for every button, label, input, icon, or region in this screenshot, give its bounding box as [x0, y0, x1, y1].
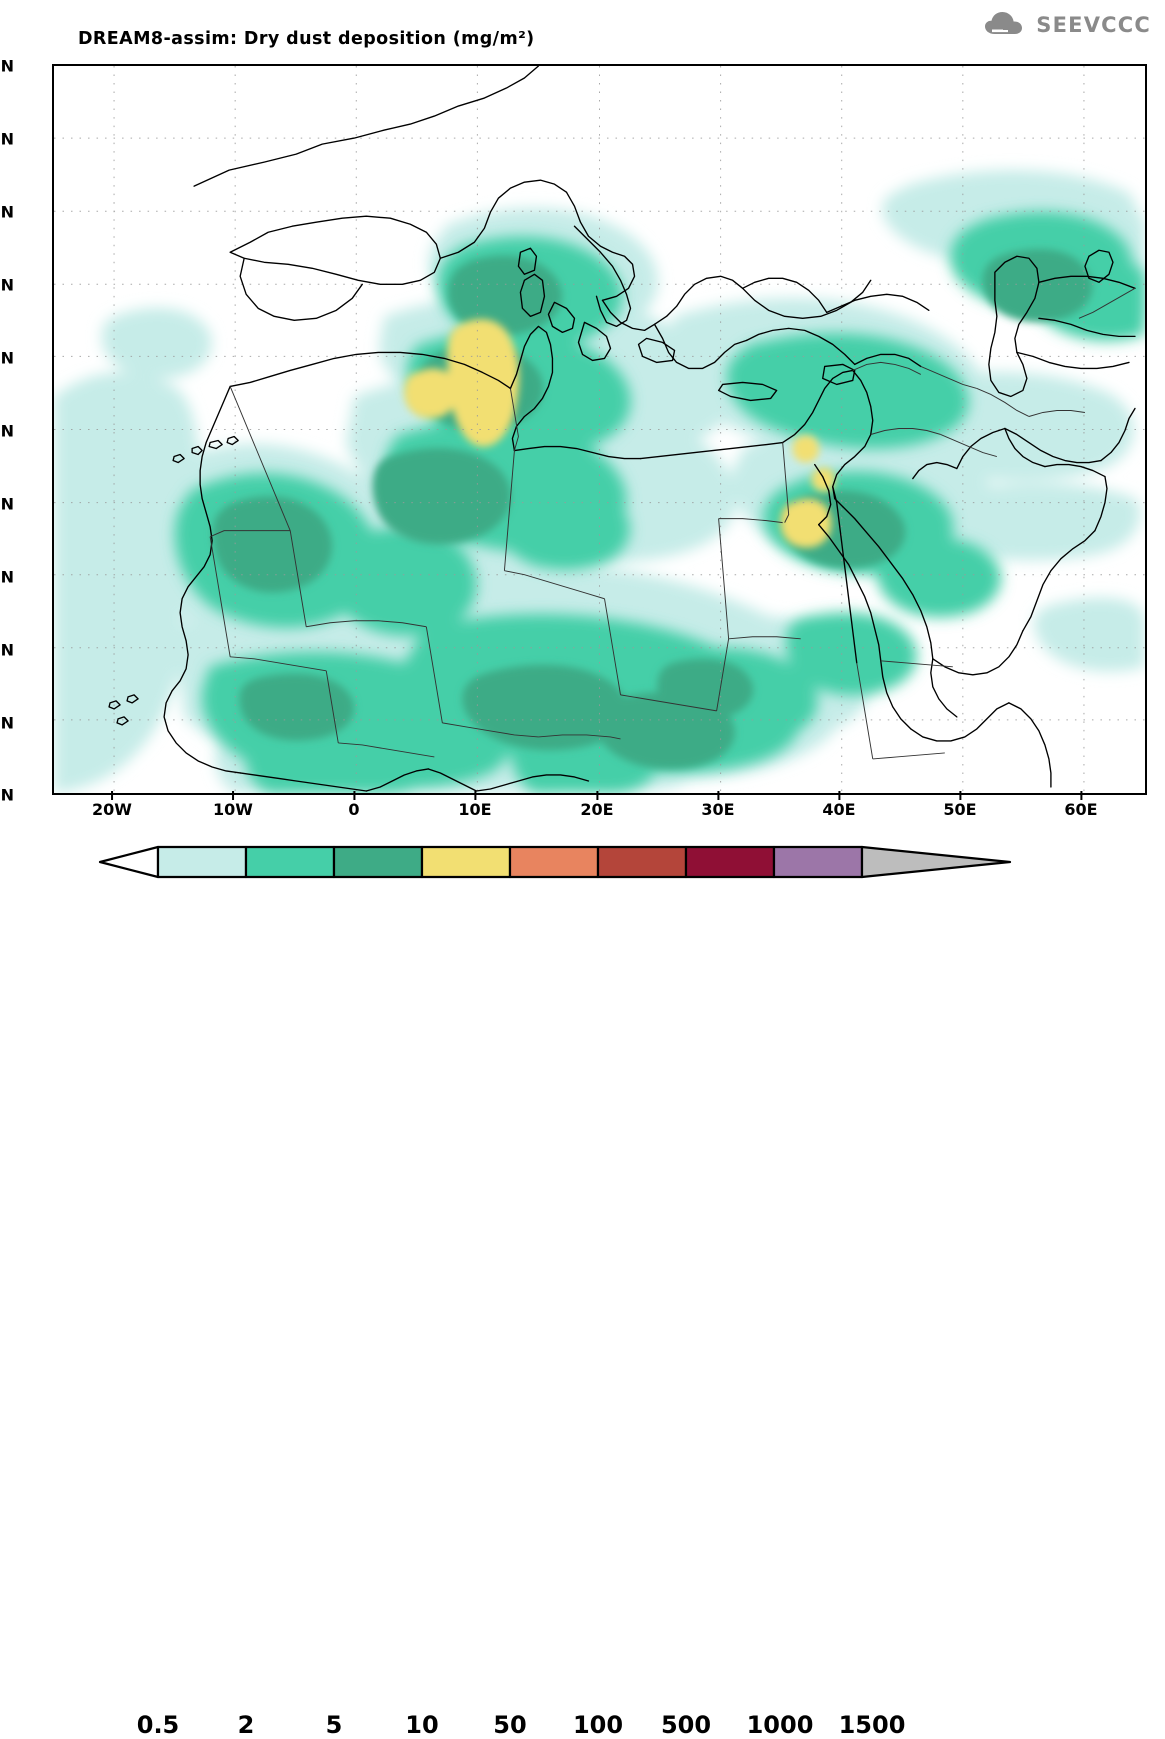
coastline-layer [108, 66, 1136, 792]
colorbar-label-5: 100 [572, 1711, 624, 1739]
swatch-6 [684, 845, 776, 879]
contour-band-5 [212, 249, 1093, 770]
swatch-7 [772, 845, 864, 879]
map-gridlines [54, 66, 1145, 793]
colorbar-label-1: 2 [237, 1711, 255, 1739]
y-tick-40N: 40N [0, 275, 14, 295]
y-tick-20N: 20N [0, 567, 14, 587]
logo-text: SEEVCCC [1036, 13, 1151, 37]
colorbar-label-3: 10 [405, 1711, 439, 1739]
x-tick-40E: 40E [822, 791, 856, 819]
colorbar[interactable]: 0.5 2 5 10 50 100 500 1000 1500 [0, 843, 1165, 1739]
y-tick-50N: 50N [0, 129, 14, 149]
x-tick-30E: 30E [701, 791, 735, 819]
x-tick-50E: 50E [943, 791, 977, 819]
swatch-0 [156, 845, 248, 879]
swatch-5 [596, 845, 688, 879]
dust-forecast-map-page: DREAM8-assim: Dry dust deposition (mg/m²… [0, 10, 1165, 1739]
title-line-1: DREAM8-assim: Dry dust deposition (mg/m²… [77, 29, 535, 49]
swatch-4 [508, 845, 600, 879]
y-tick-30N: 30N [0, 421, 14, 441]
contour-band-10 [404, 319, 836, 548]
x-tick-20E: 20E [580, 791, 614, 819]
colorbar-label-2: 5 [325, 1711, 343, 1739]
seevccc-logo: SEEVCCC [983, 10, 1151, 40]
map-plot-area[interactable] [52, 64, 1147, 795]
swatch-1 [244, 845, 336, 879]
country-borders-layer [209, 287, 1136, 760]
cloud-wind-icon [985, 12, 1023, 34]
colorbar-label-7: 1000 [746, 1711, 814, 1739]
x-tick-0: 0 [348, 791, 360, 819]
y-tick-15N: 15N [0, 640, 14, 660]
colorbar-label-8: 1500 [838, 1711, 906, 1739]
colorbar-swatches [98, 845, 1012, 879]
dust-deposition-map [54, 66, 1145, 793]
x-tick-20W: 20W [92, 791, 132, 819]
x-tick-10W: 10W [213, 791, 253, 819]
y-tick-35N: 35N [0, 348, 14, 368]
y-tick-10N: 10N [0, 713, 14, 733]
y-tick-55N: 55N [0, 56, 14, 76]
colorbar-label-6: 500 [660, 1711, 712, 1739]
y-tick-25N: 25N [0, 494, 14, 514]
swatch-3 [420, 845, 512, 879]
x-tick-10E: 10E [458, 791, 492, 819]
y-tick-45N: 45N [0, 202, 14, 222]
colorbar-label-0: 0.5 [136, 1711, 180, 1739]
colorbar-label-4: 50 [493, 1711, 527, 1739]
colorbar-under-arrow [98, 845, 160, 879]
x-tick-60E: 60E [1064, 791, 1098, 819]
colorbar-over-arrow [860, 845, 1012, 879]
y-tick-5N: 5N [0, 785, 14, 805]
swatch-2 [332, 845, 424, 879]
